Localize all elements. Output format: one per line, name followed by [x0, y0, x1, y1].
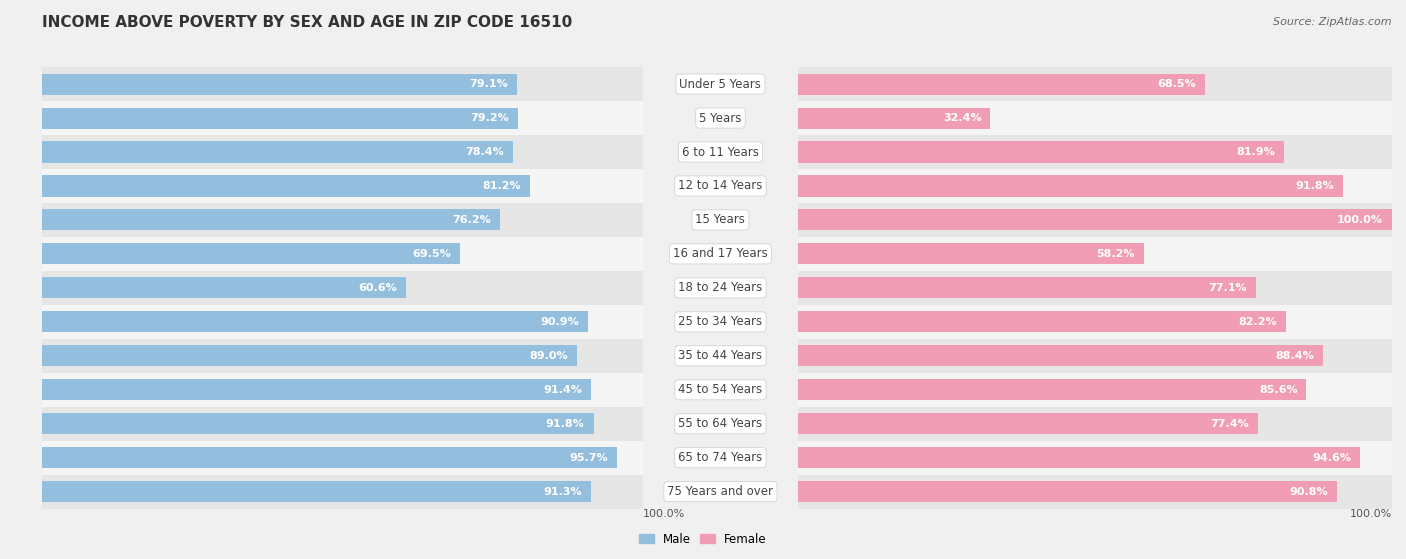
Bar — [799, 169, 1392, 203]
Bar — [799, 311, 1286, 333]
Text: 91.3%: 91.3% — [543, 487, 582, 497]
Bar — [42, 447, 617, 468]
Text: 5 Years: 5 Years — [699, 112, 741, 125]
Bar — [42, 305, 643, 339]
Bar — [42, 101, 643, 135]
Text: 55 to 64 Years: 55 to 64 Years — [678, 417, 762, 430]
Bar — [42, 135, 643, 169]
Bar — [42, 373, 643, 407]
Bar — [42, 107, 517, 129]
Bar — [799, 407, 1392, 440]
Bar — [799, 447, 1360, 468]
Bar — [799, 475, 1392, 509]
Bar — [42, 475, 643, 509]
Bar — [42, 243, 460, 264]
Text: 89.0%: 89.0% — [529, 351, 568, 361]
Text: 12 to 14 Years: 12 to 14 Years — [678, 179, 762, 192]
Text: 25 to 34 Years: 25 to 34 Years — [678, 315, 762, 328]
Text: 75 Years and over: 75 Years and over — [668, 485, 773, 498]
Text: Under 5 Years: Under 5 Years — [679, 78, 762, 91]
Bar — [799, 176, 1343, 197]
Text: 91.4%: 91.4% — [543, 385, 582, 395]
Bar — [799, 413, 1258, 434]
Text: 60.6%: 60.6% — [359, 283, 396, 293]
Text: 91.8%: 91.8% — [546, 419, 585, 429]
Bar — [799, 141, 1285, 163]
Text: 85.6%: 85.6% — [1258, 385, 1298, 395]
Bar — [799, 440, 1392, 475]
Bar — [42, 169, 643, 203]
Bar — [799, 135, 1392, 169]
Bar — [42, 141, 513, 163]
Text: 32.4%: 32.4% — [943, 113, 981, 123]
Bar — [42, 67, 643, 101]
Bar — [42, 407, 643, 440]
Text: 100.0%: 100.0% — [1350, 509, 1392, 519]
Bar — [799, 373, 1392, 407]
Bar — [42, 311, 588, 333]
Text: 78.4%: 78.4% — [465, 147, 505, 157]
Text: 82.2%: 82.2% — [1239, 317, 1277, 327]
Text: 100.0%: 100.0% — [1337, 215, 1384, 225]
Text: 69.5%: 69.5% — [412, 249, 450, 259]
Bar — [799, 271, 1392, 305]
Bar — [799, 67, 1392, 101]
Text: INCOME ABOVE POVERTY BY SEX AND AGE IN ZIP CODE 16510: INCOME ABOVE POVERTY BY SEX AND AGE IN Z… — [42, 15, 572, 30]
Bar — [799, 203, 1392, 237]
Text: 81.2%: 81.2% — [482, 181, 520, 191]
Text: 35 to 44 Years: 35 to 44 Years — [678, 349, 762, 362]
Bar — [42, 339, 643, 373]
Bar — [799, 107, 990, 129]
Text: 79.1%: 79.1% — [470, 79, 509, 89]
Text: 90.9%: 90.9% — [540, 317, 579, 327]
Bar — [42, 379, 591, 400]
Text: 45 to 54 Years: 45 to 54 Years — [678, 383, 762, 396]
Text: 77.1%: 77.1% — [1208, 283, 1247, 293]
Text: Source: ZipAtlas.com: Source: ZipAtlas.com — [1274, 17, 1392, 27]
Bar — [799, 74, 1205, 94]
Bar — [42, 345, 576, 366]
Text: 76.2%: 76.2% — [453, 215, 491, 225]
Bar — [42, 74, 517, 94]
Bar — [42, 271, 643, 305]
Text: 79.2%: 79.2% — [470, 113, 509, 123]
Text: 90.8%: 90.8% — [1289, 487, 1329, 497]
Text: 94.6%: 94.6% — [1312, 453, 1351, 463]
Text: 100.0%: 100.0% — [643, 509, 685, 519]
Text: 6 to 11 Years: 6 to 11 Years — [682, 145, 759, 159]
Text: 77.4%: 77.4% — [1211, 419, 1249, 429]
Bar — [799, 379, 1306, 400]
Bar — [799, 210, 1392, 230]
Bar — [799, 277, 1256, 299]
Bar — [799, 243, 1143, 264]
Text: 65 to 74 Years: 65 to 74 Years — [678, 451, 762, 464]
Bar — [799, 305, 1392, 339]
Bar — [42, 277, 406, 299]
Bar — [42, 440, 643, 475]
Bar — [799, 237, 1392, 271]
Text: 16 and 17 Years: 16 and 17 Years — [673, 248, 768, 260]
Text: 15 Years: 15 Years — [696, 214, 745, 226]
Bar — [799, 339, 1392, 373]
Legend: Male, Female: Male, Female — [634, 528, 772, 550]
Bar — [42, 203, 643, 237]
Text: 18 to 24 Years: 18 to 24 Years — [678, 281, 762, 295]
Text: 58.2%: 58.2% — [1097, 249, 1135, 259]
Bar — [42, 237, 643, 271]
Bar — [42, 481, 591, 502]
Text: 81.9%: 81.9% — [1237, 147, 1275, 157]
Text: 68.5%: 68.5% — [1157, 79, 1197, 89]
Bar — [799, 101, 1392, 135]
Bar — [799, 345, 1323, 366]
Text: 88.4%: 88.4% — [1275, 351, 1315, 361]
Bar — [799, 481, 1337, 502]
Text: 95.7%: 95.7% — [569, 453, 607, 463]
Bar — [42, 210, 501, 230]
Bar — [42, 176, 530, 197]
Text: 91.8%: 91.8% — [1295, 181, 1334, 191]
Bar — [42, 413, 593, 434]
